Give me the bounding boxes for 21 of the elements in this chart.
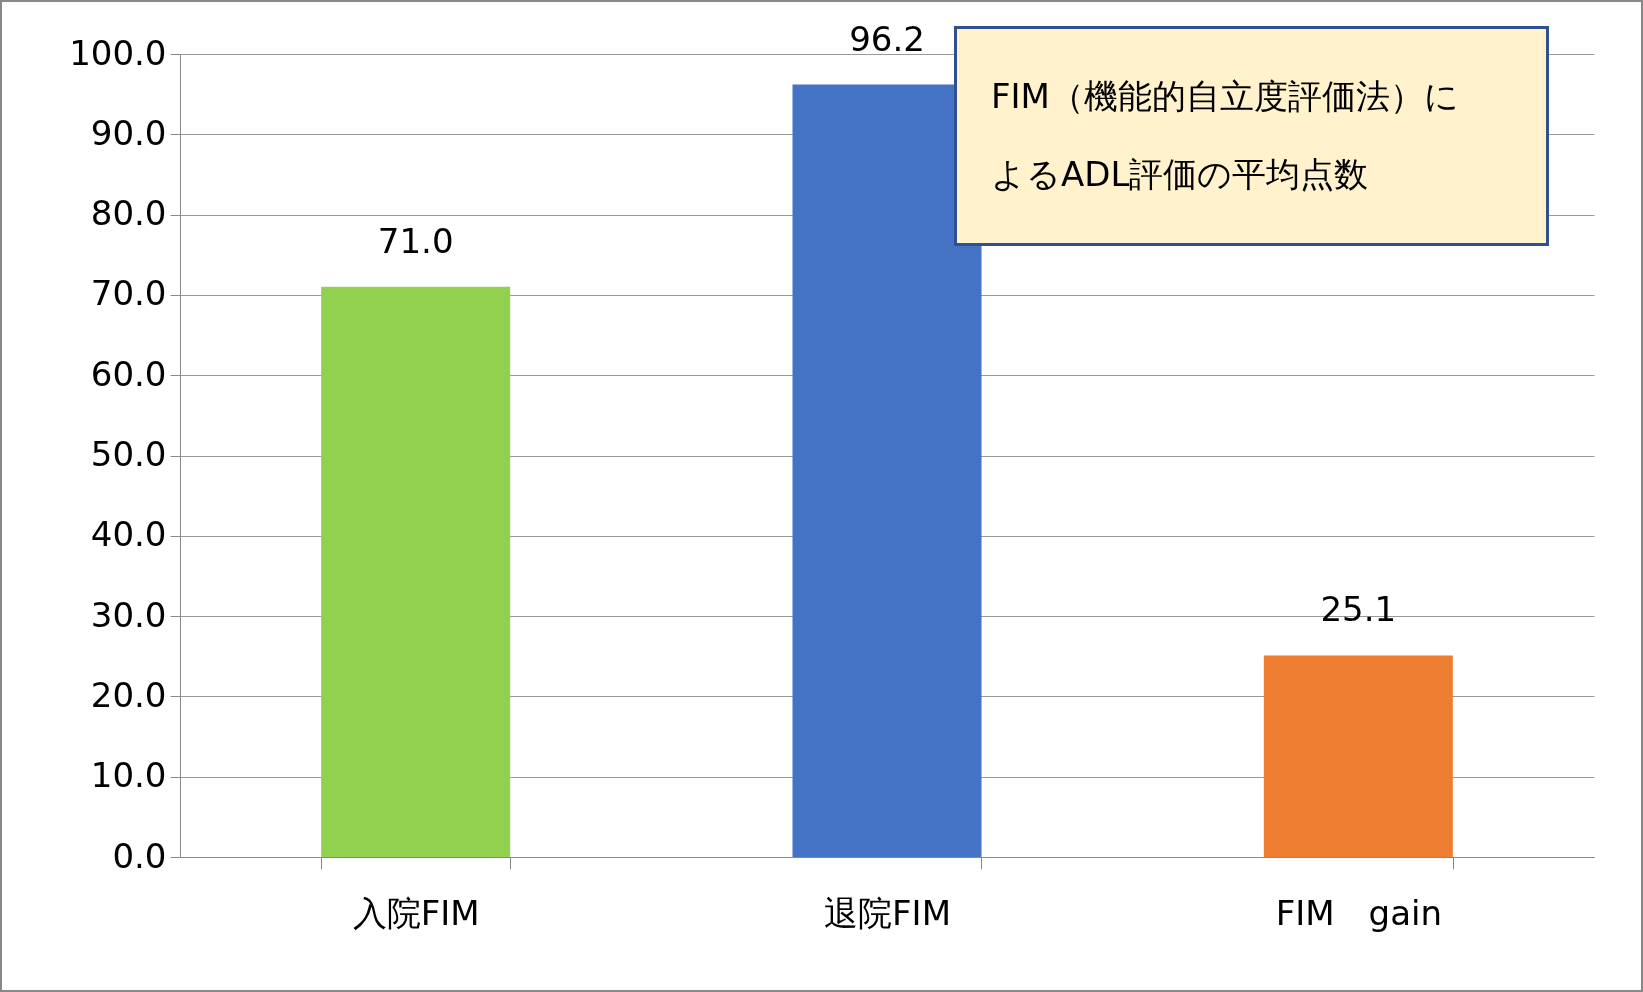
data-label: 25.1: [1320, 589, 1397, 630]
data-label: 96.2: [849, 18, 925, 59]
x-tick-label: FIM gain: [1275, 892, 1443, 933]
y-tick-label: 20.0: [90, 674, 167, 715]
bar: [1263, 655, 1453, 857]
note-box: FIM（機能的自立度評価法）によるADL評価の平均点数: [954, 26, 1549, 246]
bar: [321, 286, 511, 857]
y-tick-label: 80.0: [90, 193, 167, 234]
x-tick-label: 入院FIM: [352, 892, 480, 933]
y-tick-label: 30.0: [90, 594, 167, 635]
bar: [792, 84, 982, 857]
x-tick-label: 退院FIM: [824, 892, 951, 933]
data-label: 71.0: [377, 220, 454, 261]
y-tick-label: 70.0: [90, 273, 167, 314]
y-tick-label: 40.0: [90, 514, 167, 555]
y-tick-label: 10.0: [90, 755, 167, 796]
y-tick-label: 100.0: [69, 32, 167, 73]
y-tick-label: 60.0: [90, 353, 167, 394]
y-tick-label: 0.0: [112, 835, 167, 876]
y-tick-label: 90.0: [90, 112, 167, 153]
y-tick-label: 50.0: [90, 434, 167, 474]
